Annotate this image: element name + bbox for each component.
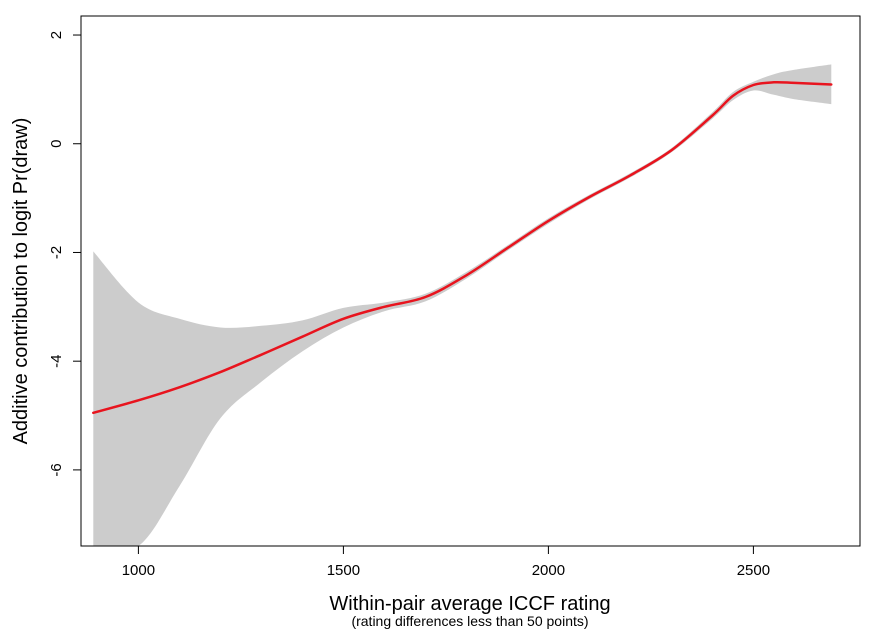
- y-tick-label-2: 2: [48, 31, 65, 39]
- x-axis: 1000 1500 2000 2500: [122, 545, 770, 579]
- x-tick-label-1500: 1500: [327, 562, 360, 579]
- x-tick-label-1000: 1000: [122, 562, 155, 579]
- y-tick-label--2: -2: [48, 246, 65, 259]
- y-axis-title: Additive contribution to logit Pr(draw): [10, 118, 32, 445]
- x-tick-label-2000: 2000: [532, 562, 565, 579]
- y-tick-label--4: -4: [48, 355, 65, 368]
- x-tick-label-2500: 2500: [737, 562, 770, 579]
- x-axis-title: Within-pair average ICCF rating: [329, 593, 610, 615]
- plot-content: [92, 64, 833, 546]
- x-axis-subtitle: (rating differences less than 50 points): [351, 613, 588, 629]
- confidence-band-0: [93, 64, 832, 546]
- y-tick-label--6: -6: [48, 463, 65, 476]
- plot-frame: [80, 15, 861, 547]
- y-axis: 2 0 -2 -4 -6: [48, 31, 82, 477]
- y-tick-label-0: 0: [48, 140, 65, 148]
- smooth-line-0: [92, 80, 833, 415]
